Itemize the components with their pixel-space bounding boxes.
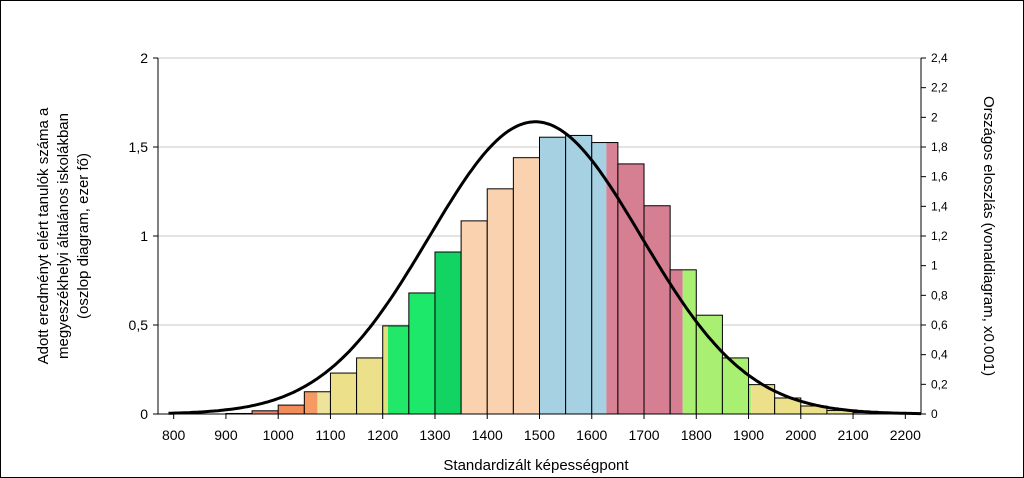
bar-fill-a-1200 (382, 325, 388, 414)
bar-1200 (382, 325, 410, 415)
right-axis-title: Országos eloszlás (vonaldiagram, x0.001) (980, 96, 997, 376)
bar-fill-a-1750 (670, 269, 683, 414)
x-tick-label-8: 1600 (576, 427, 607, 443)
bar-fill-1000 (278, 405, 305, 414)
bar-fill-b-1750 (682, 269, 697, 414)
right-tick-label-12: 2,4 (931, 51, 948, 65)
bar-fill-950 (252, 410, 279, 414)
right-tick-label-5: 1 (931, 259, 938, 273)
x-tick-label-10: 1800 (681, 427, 712, 443)
bar-1150 (356, 357, 384, 415)
x-tick-label-3: 1100 (315, 427, 345, 443)
bar-1000 (277, 404, 305, 415)
bar-fill-1650 (617, 163, 645, 414)
right-axis-ticks: 0 0,2 0,4 0,6 0,8 1 1,2 1,4 1,6 1,8 2 2,2 2,4 (921, 51, 948, 421)
bar-1800 (695, 314, 723, 415)
bar-1350 (460, 220, 488, 415)
bar-fill-a-1900 (748, 384, 752, 414)
x-tick-label-2: 1000 (263, 427, 294, 443)
right-tick-label-2: 0,4 (931, 348, 948, 362)
left-axis-title-line-2: megyeszékhelyi általános iskolákban (55, 113, 72, 359)
bar-fill-1700 (644, 205, 671, 414)
bar-1250 (408, 292, 436, 415)
bar-fill-b-1600 (606, 142, 618, 415)
left-axis-ticks: 0 0,5 1 1,5 2 (129, 50, 158, 422)
x-tick-label-14: 2200 (890, 427, 921, 443)
distribution-line (168, 120, 921, 416)
right-tick-label-1: 0,2 (931, 377, 948, 391)
x-tick-label-7: 1500 (524, 427, 555, 443)
x-tick-label-0: 800 (162, 427, 186, 443)
distribution-curve (168, 120, 921, 416)
bar-1850 (721, 357, 750, 415)
x-tick-label-12: 2000 (785, 427, 816, 443)
left-tick-label-2: 1 (140, 228, 148, 244)
bar-fill-1350 (461, 220, 488, 414)
x-tick-label-5: 1300 (419, 427, 450, 443)
right-tick-label-10: 2 (931, 110, 938, 124)
left-axis-title-line-3: (oszlop diagram, ezer fő) (75, 153, 92, 319)
x-tick-label-13: 2100 (837, 427, 868, 443)
bar-1450 (512, 157, 541, 415)
right-tick-label-7: 1,4 (931, 199, 948, 213)
bar-fill-2000 (800, 405, 827, 414)
right-tick-label-9: 1,8 (931, 140, 948, 154)
right-tick-label-4: 0,8 (931, 288, 948, 302)
bar-fill-b-1200 (387, 325, 409, 414)
bar-1650 (617, 163, 645, 415)
right-tick-label-3: 0,6 (931, 318, 948, 332)
bar-fill-2100 (853, 412, 880, 414)
bar-1050 (303, 391, 331, 415)
bar-fill-1250 (408, 292, 435, 414)
left-tick-label-1: 0,5 (129, 317, 149, 333)
x-tick-label-1: 900 (214, 427, 238, 443)
bar-1600 (591, 142, 619, 415)
bar-fill-a-1050 (304, 391, 318, 414)
bar-fill-1450 (513, 157, 540, 414)
left-axis-title-line-1: Adott eredményt elért tanulók száma a (35, 107, 52, 364)
bar-fill-1950 (774, 397, 801, 414)
left-tick-label-4: 2 (140, 50, 148, 66)
bar-fill-1800 (696, 315, 723, 414)
bar-fill-b-1900 (751, 384, 775, 414)
bar-1400 (486, 188, 514, 415)
bar-fill-1100 (330, 373, 357, 414)
bar-1300 (434, 251, 462, 415)
x-tick-label-4: 1200 (367, 427, 398, 443)
bar-1550 (565, 134, 593, 415)
bar-fill-b-1050 (317, 391, 331, 414)
bar-1700 (643, 205, 671, 415)
right-axis-title-text: Országos eloszlás (vonaldiagram, x0.001) (980, 96, 997, 376)
bar-fill-1500 (539, 137, 566, 414)
bar-1100 (329, 372, 358, 415)
x-tick-label-9: 1700 (628, 427, 659, 443)
left-tick-label-0: 0 (140, 406, 148, 422)
bar-fill-1150 (356, 357, 383, 414)
x-axis-title: Standardizált képességpont (443, 457, 629, 474)
left-axis-title: Adott eredményt elért tanulók száma a me… (35, 107, 92, 364)
right-tick-label-11: 2,2 (931, 81, 948, 95)
x-tick-label-6: 1400 (472, 427, 503, 443)
bar-fill-1400 (487, 188, 514, 414)
right-tick-label-8: 1,6 (931, 170, 948, 184)
bar-fill-1300 (434, 252, 462, 414)
bar-1500 (539, 136, 567, 415)
x-tick-label-11: 1900 (733, 427, 764, 443)
bar-fill-2050 (826, 410, 854, 414)
bar-fill-1850 (722, 357, 749, 414)
bar-fill-1550 (565, 135, 592, 414)
x-axis-ticks: 800 900 1000 1100 1200 1300 1400 1500 1600 1700 18… (162, 414, 921, 443)
right-tick-label-6: 1,2 (931, 229, 948, 243)
left-tick-label-3: 1,5 (129, 139, 149, 155)
right-tick-label-0: 0 (931, 407, 938, 421)
bar-fill-a-1600 (591, 142, 607, 415)
